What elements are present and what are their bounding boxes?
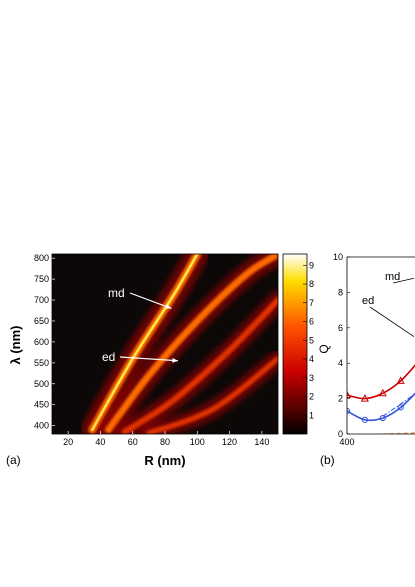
heatmap-x-tick-label: 20 bbox=[63, 437, 73, 447]
heatmap-y-tick-label: 500 bbox=[34, 379, 49, 389]
quality-y-tick-label: 4 bbox=[338, 358, 343, 368]
heatmap-y-tick-label: 800 bbox=[34, 253, 49, 263]
heatmap-x-tick-label: 100 bbox=[190, 437, 205, 447]
quality-y-tick-label: 8 bbox=[338, 287, 343, 297]
quality-point-triangle bbox=[396, 376, 405, 384]
quality-annotation-arrow bbox=[369, 306, 415, 337]
quality-y-axis-label: Q bbox=[317, 344, 331, 353]
quality-plot-background bbox=[347, 257, 415, 434]
colorbar-tick-label: 2 bbox=[309, 392, 314, 402]
heatmap-annotations: md ed bbox=[102, 286, 178, 364]
quality-point-circle bbox=[361, 416, 368, 423]
quality-series-line-1 bbox=[347, 364, 415, 400]
heatmap-annotation-arrowhead bbox=[172, 358, 178, 363]
heatmap-y-axis-label: λ (nm) bbox=[8, 326, 23, 365]
quality-y-tick-label: 10 bbox=[333, 252, 343, 262]
quality-point-circle bbox=[397, 404, 404, 411]
quality-annotation-arrow bbox=[392, 277, 415, 284]
panel-b-label: (b) bbox=[320, 453, 335, 467]
colorbar-tick-label: 8 bbox=[309, 279, 314, 289]
heatmap-y-tick-label: 550 bbox=[34, 358, 49, 368]
heatmap-x-tick-label: 40 bbox=[95, 437, 105, 447]
heatmap-x-tick-label: 120 bbox=[222, 437, 237, 447]
heatmap-x-axis-label: R (nm) bbox=[144, 453, 185, 468]
quality-annotation-ed: ed bbox=[362, 295, 374, 307]
heatmap-x-tick-label: 80 bbox=[160, 437, 170, 447]
heatmap-annotation-arrowhead bbox=[165, 304, 172, 309]
heatmap-y-tick-label: 700 bbox=[34, 295, 49, 305]
quality-point-circle bbox=[379, 414, 386, 422]
heatmap-ticks: 20 40 60 80 100 120 140 400 450 500 550 600 650 700 75… bbox=[34, 253, 269, 447]
colorbar: 1 2 3 4 5 6 7 8 9 bbox=[282, 253, 314, 435]
quality-ticks: 0246810400500 bbox=[333, 252, 355, 447]
mode-band-4 bbox=[146, 355, 278, 434]
heatmap-annotation-arrow bbox=[119, 356, 178, 362]
mode-core-1 bbox=[91, 254, 199, 432]
heatmap-annotation-ed: ed bbox=[102, 350, 115, 364]
heatmap-annotation-arrow bbox=[129, 292, 172, 309]
quality-point-triangle bbox=[347, 390, 352, 399]
quality-point-triangle bbox=[378, 388, 387, 397]
quality-series-line-2 bbox=[347, 392, 415, 422]
heatmap-y-tick-label: 600 bbox=[34, 337, 49, 347]
heatmap-y-tick-label: 650 bbox=[34, 316, 49, 326]
panel-a-label: (a) bbox=[6, 453, 21, 467]
colorbar-tick-label: 9 bbox=[309, 260, 314, 270]
quality-y-tick-label: 0 bbox=[338, 429, 343, 439]
quality-point-triangle bbox=[360, 394, 369, 402]
colorbar-tick-label: 4 bbox=[309, 354, 314, 364]
heatmap-y-tick-label: 400 bbox=[34, 421, 49, 431]
mode-band-3 bbox=[121, 297, 278, 434]
heatmap-y-tick-label: 750 bbox=[34, 274, 49, 284]
quality-x-tick-label: 400 bbox=[339, 437, 354, 447]
colorbar-tick-label: 5 bbox=[309, 335, 314, 345]
heatmap-panel: 20 40 60 80 100 120 140 400 450 500 550 600 650 700 75… bbox=[6, 253, 279, 468]
quality-y-tick-label: 6 bbox=[338, 323, 343, 333]
colorbar-tick-label: 7 bbox=[309, 298, 314, 308]
heatmap-modes bbox=[80, 254, 278, 434]
heatmap-x-tick-label: 60 bbox=[128, 437, 138, 447]
quality-y-tick-label: 2 bbox=[338, 394, 343, 404]
colorbar-gradient bbox=[282, 253, 308, 435]
colorbar-tick-label: 6 bbox=[309, 317, 314, 327]
heatmap-y-tick-label: 450 bbox=[34, 400, 49, 410]
mode-band-2 bbox=[105, 254, 278, 434]
heatmap-annotation-md: md bbox=[108, 286, 125, 300]
colorbar-tick-label: 3 bbox=[309, 373, 314, 383]
quality-series bbox=[347, 363, 415, 434]
quality-point-circle bbox=[347, 407, 351, 415]
colorbar-tick-label: 1 bbox=[309, 410, 314, 420]
heatmap-x-tick-label: 140 bbox=[254, 437, 269, 447]
colorbar-ticks: 1 2 3 4 5 6 7 8 9 bbox=[303, 260, 314, 420]
quality-annotation-md: md bbox=[385, 271, 400, 283]
